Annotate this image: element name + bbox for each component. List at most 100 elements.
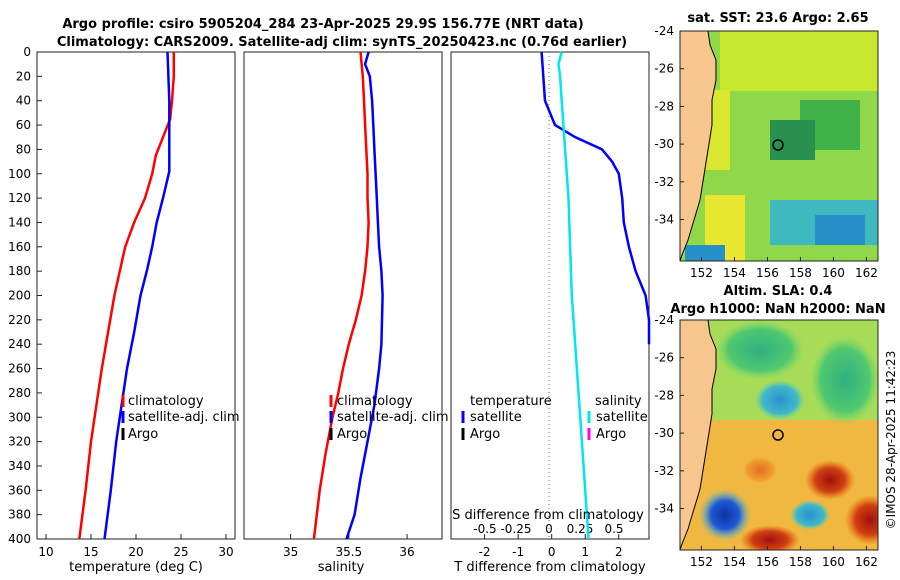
map-x-tick-label: 162 <box>855 555 878 569</box>
map-y-tick-label: -28 <box>654 388 674 402</box>
map-x-tick-label: 158 <box>789 266 812 280</box>
sst-warm-north-patch <box>720 31 878 91</box>
salinity-legend: climatology satellite-adj. clim Argo <box>329 394 449 442</box>
sst-map-title: sat. SST: 23.6 Argo: 2.65 <box>687 11 868 26</box>
temperature-panel: 0 20 40 60 80 100 120 140 160 180 200 220 240 260 280 3… <box>8 45 240 575</box>
map-y-tick-label: -24 <box>654 24 674 38</box>
sla-cyan-eddy-south <box>790 500 830 530</box>
sst-map-panel: sat. SST: 23.6 Argo: 2.65 152 154 156 158 16… <box>654 11 879 280</box>
legend-argo-label: Argo <box>337 427 367 442</box>
temperature-xlabel: temperature (deg C) <box>69 560 203 575</box>
x-tick-label: -2 <box>479 545 491 559</box>
y-tick-label: 400 <box>8 532 31 546</box>
map-x-tick-label: 158 <box>789 555 812 569</box>
legend-salinity-title: salinity <box>595 394 642 409</box>
map-x-tick-label: 162 <box>855 266 878 280</box>
y-tick-label: 100 <box>8 167 31 181</box>
map-y-tick-label: -26 <box>654 62 674 76</box>
x-tick-label: 15 <box>83 545 98 559</box>
difference-panel: -2 -1 0 1 2 -0.5 -0.25 0 0.25 0.5 T difference f… <box>450 51 651 575</box>
x-tick-label: 2 <box>615 545 623 559</box>
map-y-tick-label: -34 <box>654 213 674 227</box>
map-x-tick-label: 156 <box>756 555 779 569</box>
x-tick-label: -1 <box>512 545 524 559</box>
x-tick-label: 25 <box>173 545 188 559</box>
y-tick-label: 380 <box>8 508 31 522</box>
map-x-tick-label: 152 <box>690 266 713 280</box>
x-tick-label: 35.5 <box>335 545 362 559</box>
map-x-tick-label: 154 <box>723 555 746 569</box>
sla-warm-eddy-south <box>740 525 800 550</box>
legend-temperature-title: temperature <box>470 394 552 409</box>
y-tick-label: 280 <box>8 386 31 400</box>
y-tick-label: 320 <box>8 435 31 449</box>
s-diff-tick-label: 0 <box>545 522 553 536</box>
x-tick-label: 35 <box>283 545 298 559</box>
y-tick-label: 180 <box>8 264 31 278</box>
y-tick-label: 120 <box>8 191 31 205</box>
y-tick-label: 360 <box>8 483 31 497</box>
figure-title-line2: Climatology: CARS2009. Satellite-adj cli… <box>57 35 627 50</box>
imos-credit: ©IMOS 28-Apr-2025 11:42:23 <box>884 351 898 530</box>
legend-climatology-label: climatology <box>128 394 204 409</box>
y-tick-label: 80 <box>16 142 31 156</box>
series-line-s-satellite <box>557 51 590 540</box>
y-tick-label: 140 <box>8 215 31 229</box>
map-x-tick-label: 160 <box>822 266 845 280</box>
map-x-tick-label: 160 <box>822 555 845 569</box>
sla-green-eddy-east <box>810 335 878 425</box>
figure-title-line1: Argo profile: csiro 5905204_284 23-Apr-2… <box>62 17 583 32</box>
sla-map-panel: Altim. SLA: 0.4 Argo h1000: NaN h2000: N… <box>654 284 885 569</box>
y-tick-label: 160 <box>8 240 31 254</box>
legend-satellite-label: satellite-adj. clim <box>337 410 449 425</box>
sla-cold-eddy <box>699 489 751 541</box>
map-x-tick-label: 154 <box>723 266 746 280</box>
salinity-panel: 35 35.5 36 salinity climatology satellite-… <box>243 51 449 575</box>
s-diff-tick-label: -0.5 <box>473 522 496 536</box>
difference-axes-frame <box>450 51 650 540</box>
salinity-axes-frame <box>243 51 443 540</box>
s-difference-label: S difference from climatology <box>452 508 644 523</box>
series-line-climatology <box>312 51 370 540</box>
legend-s-satellite-label: satellite <box>596 410 648 425</box>
legend-s-argo-label: Argo <box>596 427 626 442</box>
map-y-tick-label: -28 <box>654 99 674 113</box>
y-tick-label: 20 <box>16 69 31 83</box>
sla-orange-eddy <box>740 455 780 485</box>
x-tick-label: 10 <box>38 545 53 559</box>
s-diff-tick-label: 0.5 <box>604 522 623 536</box>
sst-argo-marker <box>772 139 784 151</box>
map-x-tick-label: 156 <box>756 266 779 280</box>
sla-warm-eddy-corner <box>845 495 878 545</box>
sla-green-eddy <box>715 320 805 380</box>
sla-cyan-eddy <box>755 380 805 420</box>
sst-land-australia <box>680 31 717 261</box>
series-line-t-satellite <box>540 51 651 345</box>
difference-legend: temperature satellite Argo salinity sate… <box>461 394 648 442</box>
x-tick-label: 20 <box>128 545 143 559</box>
legend-argo-label: Argo <box>128 427 158 442</box>
sst-cold-patch <box>815 215 865 245</box>
t-difference-xlabel: T difference from climatology <box>453 560 646 575</box>
temperature-axes-frame <box>36 51 236 540</box>
s-diff-tick-label: -0.25 <box>500 522 531 536</box>
map-y-tick-label: -24 <box>654 313 674 327</box>
series-line-climatology <box>78 52 176 540</box>
sla-map-subtitle: Argo h1000: NaN h2000: NaN <box>670 302 885 317</box>
y-tick-label: 0 <box>23 45 31 59</box>
y-tick-label: 300 <box>8 410 31 424</box>
x-tick-label: 1 <box>581 545 589 559</box>
sla-land-australia <box>680 320 717 550</box>
sla-warm-eddy-east <box>805 460 855 500</box>
map-y-tick-label: -30 <box>654 137 674 151</box>
map-y-tick-label: -32 <box>654 464 674 478</box>
y-tick-label: 220 <box>8 313 31 327</box>
map-y-tick-label: -32 <box>654 175 674 189</box>
y-tick-label: 240 <box>8 337 31 351</box>
x-tick-label: 0 <box>548 545 556 559</box>
y-tick-label: 260 <box>8 362 31 376</box>
series-line-satellite-adj-clim <box>103 51 171 540</box>
map-y-tick-label: -30 <box>654 426 674 440</box>
sla-argo-marker <box>772 429 784 441</box>
sst-blue-south-patch <box>685 245 725 261</box>
